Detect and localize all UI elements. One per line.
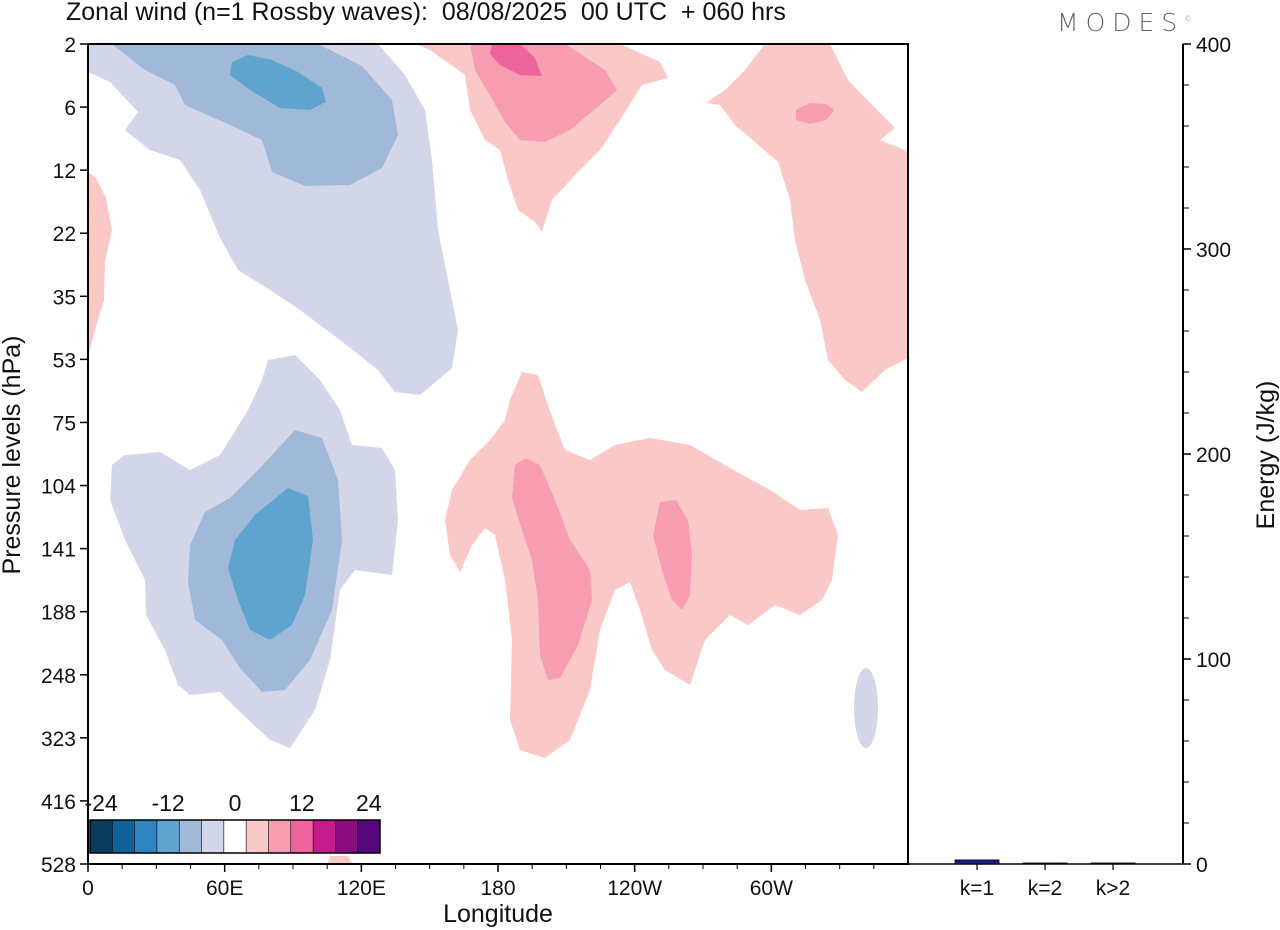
energy-tick-label: 300 xyxy=(1196,239,1231,262)
modes-logo: MODES© xyxy=(1057,8,1193,37)
colorbar-swatch xyxy=(201,820,225,853)
y-tick-label: 188 xyxy=(41,602,76,625)
x-axis-label: Longitude xyxy=(443,900,553,928)
contour-fields xyxy=(88,44,908,864)
colorbar: -24 -12 0 12 24 xyxy=(85,790,382,854)
energy-tick-label: 200 xyxy=(1196,444,1231,467)
energy-category-label: k=1 xyxy=(960,877,994,900)
energy-bar xyxy=(1090,862,1136,865)
colorbar-swatch xyxy=(156,820,180,853)
x-tick-label: 120E xyxy=(337,877,386,900)
y-tick-label: 75 xyxy=(53,412,76,435)
contour-positive-bottom-sliver xyxy=(328,856,352,864)
colorbar-swatch xyxy=(246,820,269,853)
colorbar-swatch xyxy=(112,820,135,853)
contour-negative-lower-core xyxy=(228,488,313,640)
colorbar-swatch xyxy=(179,820,202,853)
colorbar-tick-label: -24 xyxy=(85,790,118,816)
x-tick-label: 60E xyxy=(206,877,243,900)
y-axis-label: Pressure levels (hPa) xyxy=(0,336,26,575)
y-tick-label: 12 xyxy=(53,160,76,183)
y-tick-label: 2 xyxy=(64,34,76,57)
colorbar-swatch xyxy=(268,820,292,853)
y-tick-label: 416 xyxy=(41,791,76,814)
contour-positive-right-outer xyxy=(706,44,908,392)
y-tick-label: 35 xyxy=(53,286,76,309)
x-tick-label: 60W xyxy=(750,877,793,900)
x-tick-label: 120W xyxy=(607,877,662,900)
energy-category-label: k>2 xyxy=(1096,877,1130,900)
energy-tick-label: 100 xyxy=(1196,649,1231,672)
contour-positive-center-mid-a xyxy=(512,458,592,680)
y-tick-label: 528 xyxy=(41,854,76,877)
contour-positive-center-outer xyxy=(445,372,838,758)
y-tick-label: 53 xyxy=(53,349,76,372)
colorbar-swatch xyxy=(290,820,314,853)
colorbar-swatch xyxy=(90,820,113,853)
y-tick-label: 323 xyxy=(41,728,76,751)
contour-negative-upper-core xyxy=(230,55,326,110)
contour-positive-top-core xyxy=(490,44,542,76)
y-tick-label: 22 xyxy=(53,223,76,246)
colorbar-swatch xyxy=(134,820,158,853)
energy-tick-label: 400 xyxy=(1196,34,1231,57)
energy-bar xyxy=(954,859,1000,865)
contour-positive-right-core xyxy=(796,103,834,124)
energy-tick-label: 0 xyxy=(1196,854,1208,877)
contour-positive-left-edge xyxy=(88,172,112,352)
colorbar-swatch xyxy=(357,820,381,853)
colorbar-swatch xyxy=(335,820,358,853)
colorbar-frame xyxy=(89,819,381,854)
y-tick-label: 248 xyxy=(41,665,76,688)
y-tick-label: 6 xyxy=(64,97,76,120)
y-axis: 2 6 12 22 35 53 75 104 141 188 248 323 416 528 xyxy=(41,34,88,877)
colorbar-tick-label: -12 xyxy=(151,790,184,816)
energy-panel: 0 100 200 300 400 k=1 k=2 k>2 xyxy=(954,34,1231,900)
contour-positive-top-mid xyxy=(470,44,617,142)
energy-bar xyxy=(1022,862,1068,865)
x-axis: 0 60E 120E 180 120W 60W xyxy=(82,864,875,900)
x-tick-label: 180 xyxy=(480,877,515,900)
colorbar-swatch xyxy=(223,820,247,853)
energy-axis-label: Energy (J/kg) xyxy=(1252,381,1280,530)
colorbar-swatch xyxy=(313,820,336,853)
y-tick-label: 141 xyxy=(41,539,76,562)
colorbar-tick-label: 12 xyxy=(289,790,315,816)
x-tick-label: 0 xyxy=(82,877,94,900)
energy-category-label: k=2 xyxy=(1028,877,1062,900)
contour-negative-small-blob xyxy=(854,668,878,748)
contour-positive-center-mid-b xyxy=(653,500,692,610)
colorbar-tick-label: 24 xyxy=(356,790,382,816)
contour-negative-upper-mid xyxy=(112,44,398,186)
y-tick-label: 104 xyxy=(41,476,76,499)
chart-title: Zonal wind (n=1 Rossby waves): 08/08/202… xyxy=(66,0,786,26)
colorbar-tick-label: 0 xyxy=(229,790,242,816)
